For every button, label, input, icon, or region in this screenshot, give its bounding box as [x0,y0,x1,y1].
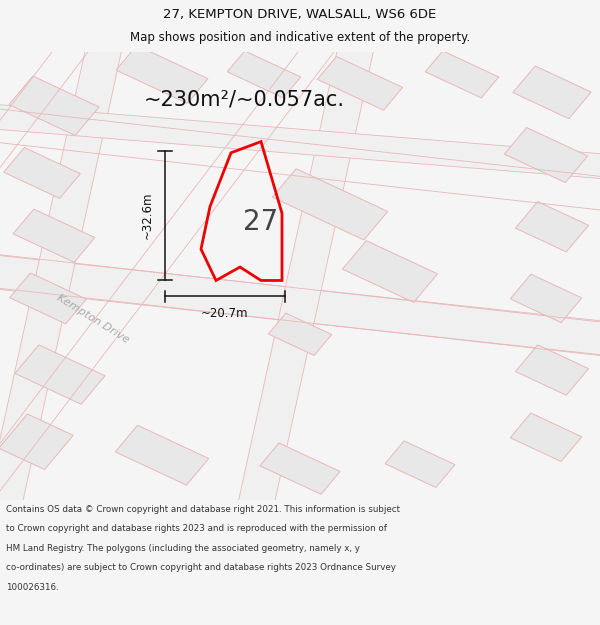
Polygon shape [13,209,95,262]
Text: ~32.6m: ~32.6m [141,192,154,239]
Polygon shape [515,201,589,252]
Polygon shape [15,345,105,404]
Polygon shape [227,51,301,98]
Text: 27: 27 [244,208,278,236]
Polygon shape [10,273,86,324]
Polygon shape [4,148,80,198]
Polygon shape [385,441,455,488]
Text: Kempton Drive: Kempton Drive [55,292,131,345]
Polygon shape [510,274,582,322]
Polygon shape [515,345,589,395]
Polygon shape [268,313,332,356]
Text: ~20.7m: ~20.7m [201,308,249,321]
Text: ~230m²/~0.057ac.: ~230m²/~0.057ac. [144,89,345,109]
Polygon shape [0,414,73,469]
Text: 100026316.: 100026316. [6,582,59,591]
Polygon shape [116,46,208,103]
Polygon shape [425,51,499,98]
Polygon shape [9,76,99,136]
Text: co-ordinates) are subject to Crown copyright and database rights 2023 Ordnance S: co-ordinates) are subject to Crown copyr… [6,563,396,572]
Polygon shape [505,127,587,182]
Polygon shape [260,443,340,494]
Polygon shape [513,66,591,119]
Text: Map shows position and indicative extent of the property.: Map shows position and indicative extent… [130,31,470,44]
Polygon shape [115,425,209,485]
Polygon shape [343,241,437,302]
Polygon shape [317,56,403,110]
Polygon shape [0,253,600,358]
Polygon shape [272,169,388,240]
Polygon shape [0,102,600,181]
Polygon shape [0,28,126,524]
Text: Contains OS data © Crown copyright and database right 2021. This information is : Contains OS data © Crown copyright and d… [6,505,400,514]
Text: 27, KEMPTON DRIVE, WALSALL, WS6 6DE: 27, KEMPTON DRIVE, WALSALL, WS6 6DE [163,8,437,21]
Text: to Crown copyright and database rights 2023 and is reproduced with the permissio: to Crown copyright and database rights 2… [6,524,387,533]
Polygon shape [510,413,582,461]
Polygon shape [234,28,378,524]
Text: HM Land Registry. The polygons (including the associated geometry, namely x, y: HM Land Registry. The polygons (includin… [6,544,360,552]
